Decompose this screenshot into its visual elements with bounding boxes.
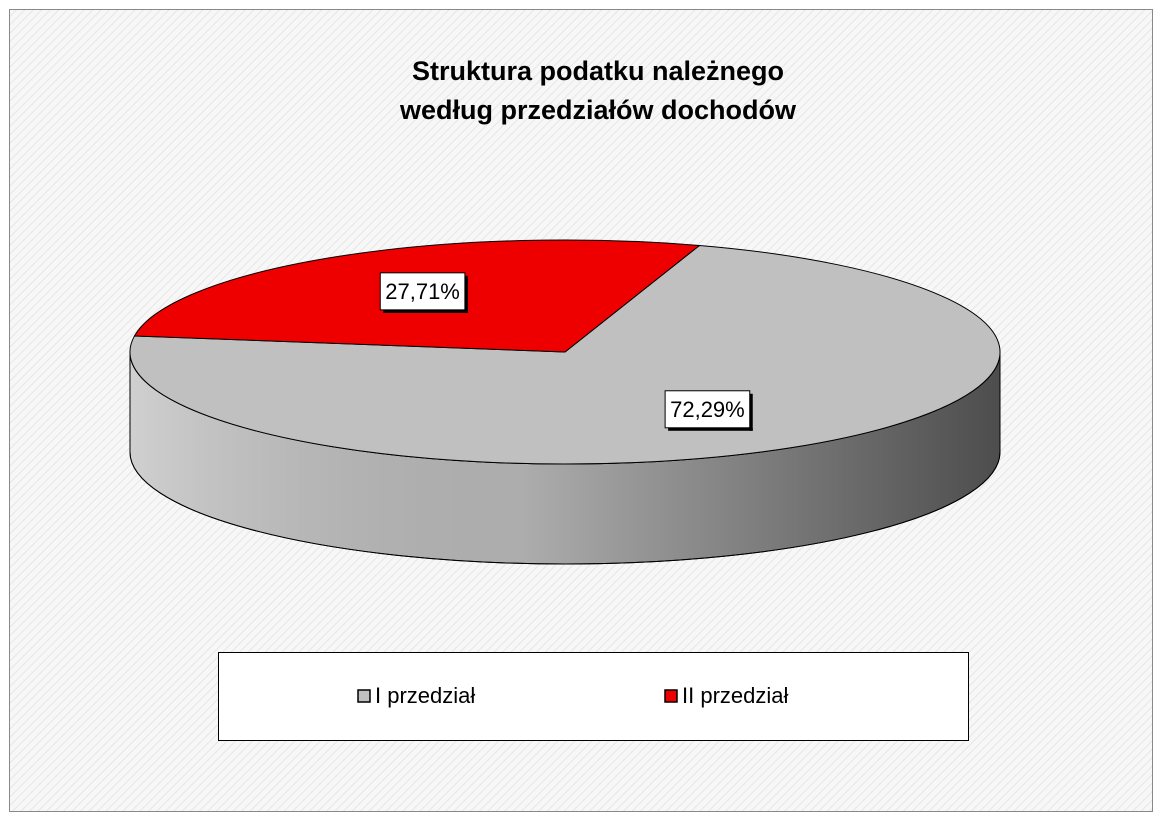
- data-label-shadow: [383, 309, 468, 313]
- legend-swatch: [357, 689, 371, 703]
- chart-title: według przedziałów dochodów: [399, 95, 797, 125]
- slice: [129, 244, 1001, 465]
- data-label-shadow: [668, 427, 753, 431]
- legend-label: I przedział: [375, 683, 475, 708]
- data-label-shadow: [464, 275, 468, 313]
- data-label-shadow: [749, 393, 753, 431]
- data-label: 27,71%: [385, 279, 460, 304]
- legend-label: II przedział: [682, 683, 788, 708]
- data-label: 72,29%: [670, 397, 745, 422]
- chart-title: Struktura podatku należnego: [412, 56, 784, 86]
- legend-swatch: [664, 689, 678, 703]
- legend-box: [218, 652, 969, 741]
